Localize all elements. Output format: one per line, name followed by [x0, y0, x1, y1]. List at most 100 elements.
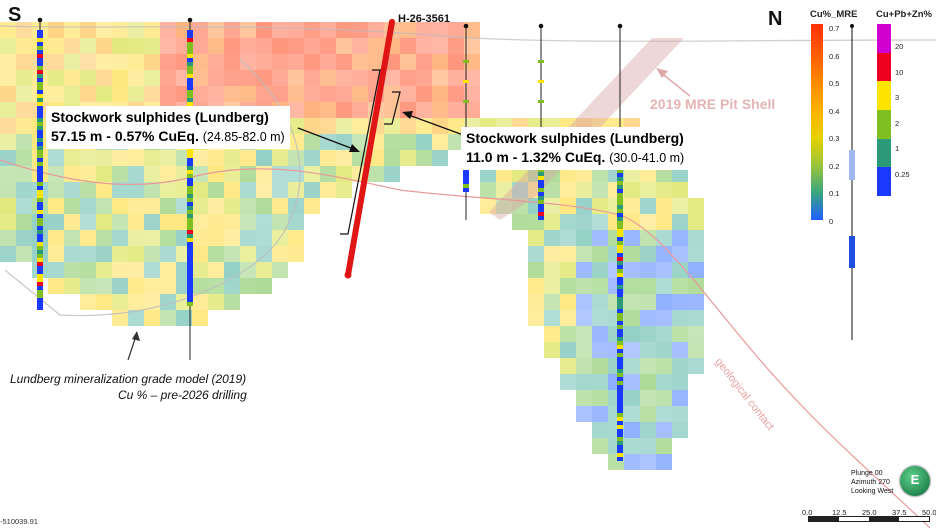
orientation-left-label: S [8, 4, 22, 26]
grade-block [128, 310, 144, 326]
grade-block [80, 214, 96, 230]
assay-interval [37, 214, 43, 218]
grade-block [560, 374, 576, 390]
assay-interval [538, 176, 544, 180]
drill-hole-collar [463, 23, 469, 29]
callout-left: Stockwork sulphides (Lundberg) 57.15 m -… [46, 106, 290, 149]
grade-block [400, 150, 416, 166]
grade-block [96, 166, 112, 182]
grade-block [432, 22, 448, 38]
geological-contact-line [0, 159, 931, 528]
grade-block [320, 70, 336, 86]
grade-block [560, 294, 576, 310]
grade-block [640, 310, 656, 326]
grade-block [352, 102, 368, 118]
assay-interval [617, 321, 623, 325]
grade-block [640, 278, 656, 294]
interval-bracket-short [384, 91, 401, 125]
grade-block [416, 54, 432, 70]
grade-block [560, 262, 576, 278]
assay-interval [37, 230, 43, 234]
assay-interval [617, 313, 623, 317]
grade-block [624, 406, 640, 422]
grade-block [368, 22, 384, 38]
grade-block [112, 198, 128, 214]
assay-interval [187, 194, 193, 198]
assay-interval [617, 229, 623, 233]
grade-block [64, 230, 80, 246]
grade-block [208, 262, 224, 278]
grade-block [544, 326, 560, 342]
grade-block [48, 150, 64, 166]
grade-block [256, 166, 272, 182]
assay-interval [617, 421, 623, 425]
grade-block [192, 278, 208, 294]
legend-mre-colorbar [811, 24, 823, 220]
assay-interval [463, 180, 469, 184]
grade-block [0, 150, 16, 166]
assay-interval [37, 50, 43, 54]
grade-block [112, 182, 128, 198]
grade-block [224, 230, 240, 246]
legend-mre-tick: 0.6 [829, 51, 840, 61]
assay-interval [37, 298, 43, 302]
assay-interval [617, 245, 623, 249]
grade-block [432, 150, 448, 166]
assay-interval [187, 178, 193, 182]
grade-block [208, 198, 224, 214]
drill-hole-collar [389, 19, 395, 25]
assay-interval [37, 250, 43, 254]
grade-block [144, 262, 160, 278]
grade-block [352, 118, 368, 134]
scale-bar-label: 12.5 [832, 508, 847, 517]
assay-interval [617, 217, 623, 221]
grade-block [224, 70, 240, 86]
assay-interval [187, 166, 193, 170]
grade-block [144, 214, 160, 230]
grade-block [688, 358, 704, 374]
assay-interval [617, 345, 623, 349]
grade-block [48, 54, 64, 70]
grade-block [576, 214, 592, 230]
assay-interval [37, 286, 43, 290]
grade-block [400, 118, 416, 134]
view-plunge: Plunge 00 [851, 470, 883, 477]
grade-block [80, 246, 96, 262]
assay-interval [617, 429, 623, 433]
grade-block [400, 134, 416, 150]
callout-right-title: Stockwork sulphides (Lundberg) [466, 130, 684, 146]
grade-block [624, 262, 640, 278]
grade-block [0, 214, 16, 230]
grade-block [576, 326, 592, 342]
grade-block [688, 278, 704, 294]
grade-block [576, 182, 592, 198]
assay-interval [37, 122, 43, 126]
assay-interval [617, 193, 623, 197]
grade-block [224, 198, 240, 214]
assay-interval [617, 369, 623, 373]
assay-interval [187, 74, 193, 78]
grade-block [80, 230, 96, 246]
grade-block [560, 326, 576, 342]
assay-interval [187, 98, 193, 102]
assay-interval [617, 273, 623, 277]
grade-block [640, 198, 656, 214]
grade-block [144, 150, 160, 166]
grade-block [624, 342, 640, 358]
grade-block [544, 262, 560, 278]
grade-block [48, 230, 64, 246]
grade-block [352, 38, 368, 54]
grade-block [528, 294, 544, 310]
grade-block [384, 102, 400, 118]
grade-block [288, 182, 304, 198]
assay-interval [617, 453, 623, 457]
grade-block [672, 422, 688, 438]
grade-block [368, 54, 384, 70]
assay-interval [187, 206, 193, 210]
grade-block [48, 182, 64, 198]
grade-block [656, 198, 672, 214]
grade-block [144, 278, 160, 294]
assay-interval [37, 266, 43, 270]
assay-interval [187, 66, 193, 70]
grade-block [144, 310, 160, 326]
